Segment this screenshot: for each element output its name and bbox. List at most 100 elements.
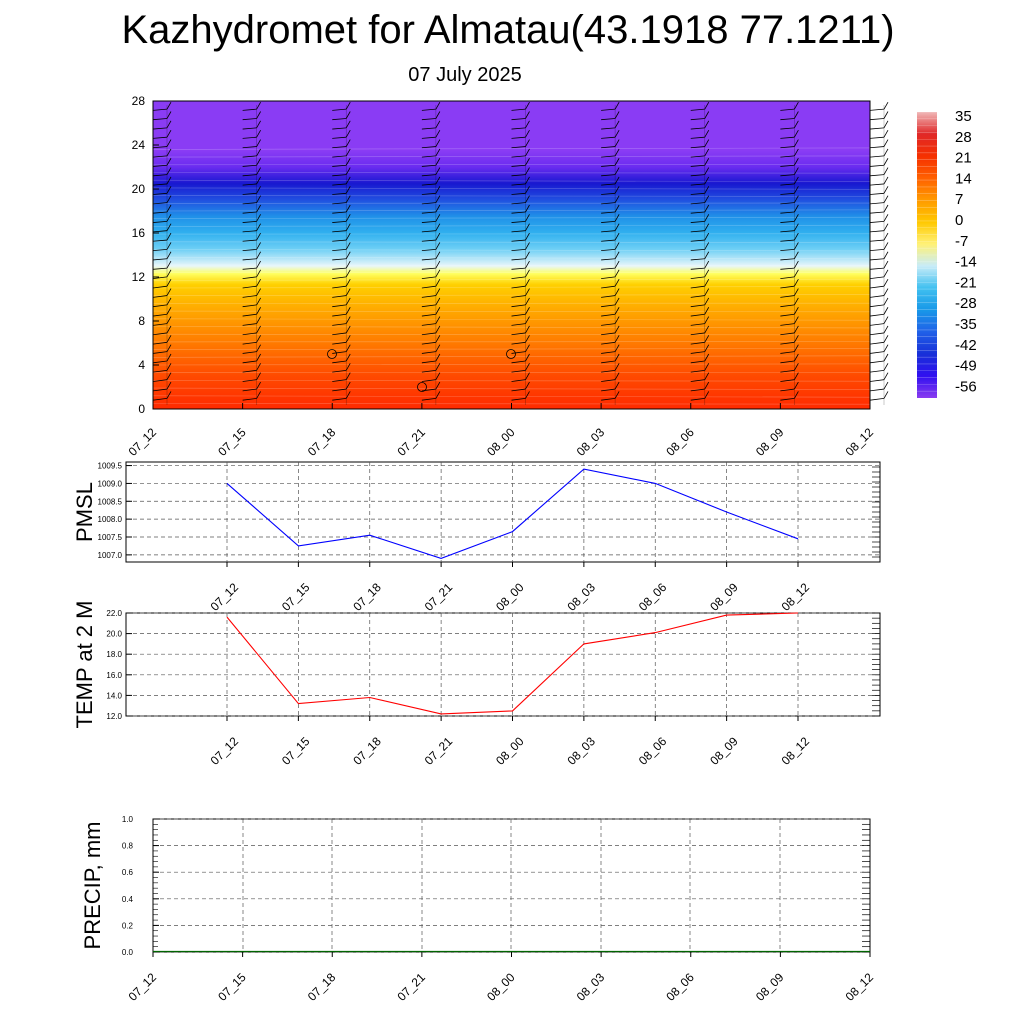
calm-wind-circle [417, 382, 427, 392]
wind-barb [869, 285, 885, 289]
y-tick-label: 22.0 [106, 609, 122, 618]
wind-barb [242, 295, 257, 298]
wind-barb-flag [883, 195, 889, 203]
wind-barb-flag [704, 269, 710, 278]
wind-barb-flag [883, 111, 889, 119]
wind-barb [601, 276, 616, 280]
wind-barb-flag [435, 130, 441, 138]
wind-barb-flag [435, 158, 441, 166]
wind-barb-flag [794, 251, 799, 259]
wind-barb [869, 108, 885, 111]
wind-barb-flag [256, 353, 261, 362]
wind-barb [242, 304, 257, 308]
wind-barb [242, 127, 257, 130]
wind-barb-flag [345, 195, 351, 203]
wind-barb-flag [614, 316, 620, 324]
wind-barb-flag [794, 316, 799, 324]
wind-barb-flag [166, 353, 172, 362]
wind-barb-flag [256, 335, 261, 343]
wind-barb [780, 351, 795, 354]
wind-barb [690, 136, 705, 139]
y-tick-label: 14.0 [106, 691, 122, 700]
wind-barb-flag [883, 158, 889, 166]
wind-barb [601, 341, 616, 345]
wind-barb [332, 155, 347, 158]
wind-barb [690, 323, 705, 326]
wind-barb-flag [794, 204, 799, 213]
wind-barb-flag [525, 260, 530, 269]
wind-barb-flag [525, 279, 530, 287]
contour-line [152, 294, 871, 297]
wind-barb [601, 369, 616, 373]
wind-barb [152, 146, 168, 149]
wind-barb [780, 127, 795, 130]
wind-barb-flag [794, 381, 799, 390]
wind-barb [690, 388, 705, 392]
wind-barb [332, 183, 347, 186]
wind-barb [601, 388, 616, 392]
wind-barb-flag [525, 325, 530, 334]
wind-barb-flag [166, 288, 172, 296]
wind-barb-flag [525, 139, 530, 147]
x-tick-label: 07_15 [215, 970, 249, 1004]
contour-line [152, 155, 871, 158]
x-tick-label: 08_06 [663, 970, 697, 1004]
wind-barb [242, 174, 257, 177]
wind-barb-flag [166, 214, 172, 222]
wind-barb [421, 155, 436, 158]
wind-barb-flag [345, 363, 351, 371]
wind-barb-flag [614, 288, 620, 296]
wind-barb [242, 332, 257, 336]
y-tick-label: 16.0 [106, 671, 122, 680]
wind-barb-flag [345, 297, 351, 306]
wind-barb-flag [704, 353, 710, 362]
wind-barb-flag [704, 186, 710, 194]
wind-barb-flag [166, 363, 172, 371]
wind-barb [869, 211, 885, 214]
wind-barb-flag [256, 130, 261, 138]
wind-barb-flag [704, 232, 710, 241]
wind-barb-flag [704, 363, 710, 371]
wind-barb [869, 192, 885, 195]
wind-barb [511, 192, 526, 195]
wind-barb-flag [883, 325, 889, 334]
wind-barb [780, 304, 795, 308]
x-tick-label: 07_21 [422, 734, 456, 768]
wind-barb [690, 108, 705, 111]
wind-barb-flag [794, 195, 799, 203]
wind-barb-flag [883, 251, 889, 259]
x-tick-label: 07_12 [126, 425, 160, 459]
wind-barb-flag [256, 297, 261, 306]
wind-barb [152, 295, 168, 298]
wind-barb [242, 155, 257, 158]
wind-barb [690, 285, 705, 289]
contour-line [152, 355, 871, 358]
contour-line [152, 318, 871, 321]
wind-barb [152, 183, 168, 186]
wind-barb-flag [525, 344, 530, 352]
x-tick-label: 07_15 [215, 425, 249, 459]
wind-barb [242, 276, 257, 280]
wind-barb-flag [794, 214, 799, 222]
wind-barb-flag [256, 288, 261, 296]
wind-barb-flag [794, 288, 799, 296]
wind-barb [780, 360, 795, 364]
colorbar: 35 28 21 14 7 0 -7 -14 -21 -28 -35 -42 -49 -56 [917, 108, 977, 398]
wind-barb [780, 313, 795, 317]
wind-barb-flag [883, 214, 889, 222]
wind-barb-flag [166, 139, 172, 147]
wind-barb-flag [345, 167, 351, 175]
wind-barb-flag [794, 242, 799, 250]
wind-barb [332, 276, 347, 280]
wind-barb [601, 249, 616, 251]
wind-barb-flag [704, 195, 710, 203]
wind-barb [332, 323, 347, 326]
wind-barb [332, 398, 347, 401]
wind-barb-flag [256, 186, 261, 194]
wind-barb-flag [166, 279, 172, 287]
wind-barb-flag [256, 232, 261, 241]
wind-barb-flag [435, 279, 441, 287]
wind-barb [511, 341, 526, 345]
wind-barb [869, 398, 885, 401]
wind-barb-flag [794, 372, 799, 380]
